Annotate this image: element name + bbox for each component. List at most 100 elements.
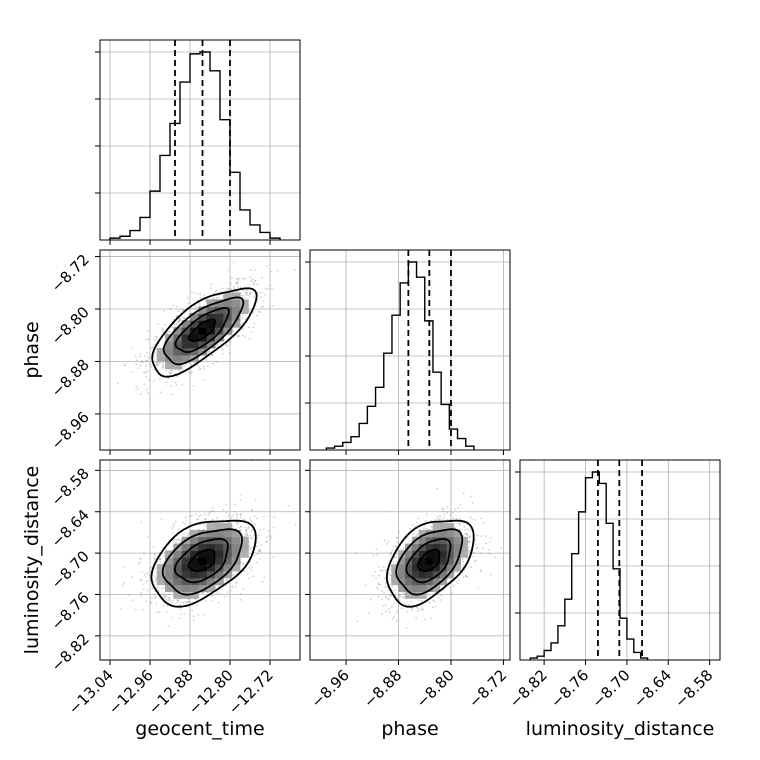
sample-point — [153, 368, 156, 371]
sample-point — [402, 591, 405, 594]
density-cell — [453, 543, 462, 551]
density-cell — [214, 550, 224, 558]
sample-point — [485, 535, 488, 537]
sample-point — [212, 297, 215, 300]
x-tick-label-luminosity_distance: −8.70 — [588, 666, 633, 711]
density-cell — [231, 320, 241, 328]
sample-point — [268, 284, 271, 287]
density-cell — [198, 313, 208, 321]
sample-point — [248, 577, 251, 580]
sample-point — [225, 578, 227, 581]
sample-point — [459, 524, 461, 527]
sample-point — [449, 514, 452, 517]
sample-point — [236, 521, 239, 524]
sample-point — [251, 530, 253, 532]
density-cell — [198, 550, 208, 558]
sample-point — [472, 552, 475, 555]
sample-point — [396, 609, 399, 612]
sample-point — [198, 368, 201, 371]
sample-point — [459, 517, 462, 520]
sample-point — [446, 506, 449, 509]
density-cell — [181, 334, 191, 342]
density-cell — [206, 313, 216, 321]
sample-point — [270, 270, 273, 273]
sample-point — [150, 601, 153, 604]
sample-point — [237, 285, 239, 288]
sample-point — [252, 281, 255, 284]
sample-point — [243, 277, 246, 280]
sample-point — [141, 361, 144, 364]
sample-point — [479, 570, 482, 573]
sample-point — [379, 569, 382, 572]
sample-point — [462, 534, 465, 537]
sample-point — [246, 533, 249, 536]
sample-point — [210, 354, 213, 357]
sample-point — [165, 595, 167, 598]
sample-point — [182, 601, 185, 604]
sample-point — [142, 588, 145, 590]
sample-point — [406, 610, 409, 613]
sample-point — [146, 580, 148, 583]
density-cell — [190, 334, 199, 342]
x-tick-label-phase: −8.72 — [465, 666, 510, 711]
sample-point — [162, 594, 165, 597]
sample-point — [255, 545, 258, 547]
density-cell — [173, 550, 183, 558]
density-cell — [181, 543, 191, 551]
density-cell — [425, 564, 434, 572]
sample-point — [396, 537, 399, 539]
density-cell — [432, 577, 441, 586]
sample-point — [462, 522, 465, 524]
sample-point — [465, 575, 468, 578]
sample-point — [167, 593, 170, 596]
sample-point — [197, 515, 200, 518]
sample-point — [203, 368, 206, 371]
sample-point — [154, 597, 156, 599]
sample-point — [474, 543, 477, 546]
sample-point — [378, 565, 381, 568]
sample-point — [168, 369, 171, 372]
sample-point — [440, 594, 443, 597]
sample-point — [191, 291, 193, 294]
sample-point — [163, 309, 165, 312]
sample-point — [405, 627, 408, 630]
sample-point — [265, 536, 268, 539]
density-cell — [173, 591, 183, 599]
sample-point — [178, 319, 181, 322]
sample-point — [236, 282, 239, 285]
sample-point — [199, 367, 202, 370]
x-tick-label-geocent_time: −12.72 — [225, 666, 277, 718]
density-cell — [412, 543, 420, 551]
sample-point — [458, 522, 461, 525]
sample-point — [172, 539, 175, 542]
sample-point — [470, 565, 473, 568]
sample-point — [177, 538, 180, 541]
contour-level-3 — [385, 519, 475, 608]
sample-point — [141, 570, 144, 573]
sample-point — [272, 526, 275, 529]
sample-point — [177, 368, 180, 371]
sample-point — [156, 555, 158, 557]
sample-point — [474, 519, 476, 521]
sample-point — [178, 319, 181, 322]
sample-point — [407, 603, 410, 606]
sample-point — [388, 607, 390, 610]
sample-point — [433, 600, 436, 603]
contour-level-1 — [405, 537, 452, 584]
sample-point — [217, 585, 220, 588]
x-tick-label-luminosity_distance: −8.58 — [671, 666, 716, 711]
sample-point — [456, 571, 459, 573]
sample-point — [443, 517, 446, 519]
density-cell — [446, 550, 455, 558]
sample-point — [248, 276, 251, 279]
sample-point — [446, 511, 449, 514]
sample-point — [204, 525, 207, 527]
x-tick-label-luminosity_distance: −8.64 — [630, 666, 675, 711]
sample-point — [151, 587, 154, 590]
sample-point — [204, 518, 207, 521]
y-tick-label-luminosity_distance: −8.82 — [48, 630, 93, 675]
sample-point — [156, 611, 159, 614]
panel-frame — [99, 459, 301, 661]
sample-point — [239, 513, 242, 516]
sample-point — [192, 384, 195, 387]
